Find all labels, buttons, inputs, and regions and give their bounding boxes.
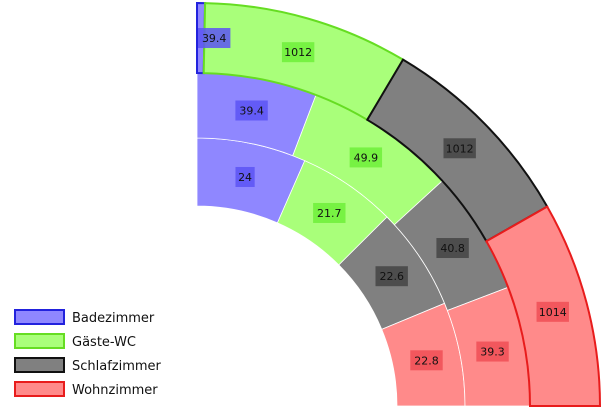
legend: Badezimmer Gäste-WC Schlafzimmer Wohnzimmer — [14, 309, 162, 398]
legend-swatch — [14, 381, 65, 397]
data-label-box — [349, 147, 383, 168]
data-label-box — [235, 100, 268, 121]
data-label-inner-badezimmer: 24 — [235, 166, 255, 187]
legend-swatch — [14, 309, 65, 325]
data-label-box — [436, 238, 469, 259]
chart-data-labels: 24 21.7 22.6 22.8 39.4 49.9 40.8 39.3 39.4 1012 10… — [198, 28, 569, 371]
data-label-box — [375, 266, 408, 287]
data-label-text: 1012 — [446, 142, 474, 155]
data-label-text: 39.4 — [239, 104, 264, 117]
data-label-text: 40.8 — [440, 242, 465, 255]
legend-label: Gäste-WC — [72, 335, 136, 350]
chart-segments — [196, 1, 602, 407]
data-label-text: 1012 — [284, 46, 312, 59]
data-label-inner-wohnzimmer: 22.8 — [410, 350, 443, 371]
legend-item-wohnzimmer[interactable]: Wohnzimmer — [14, 381, 158, 398]
data-label-middle-badezimmer: 39.4 — [235, 100, 268, 121]
data-label-text: 22.6 — [379, 270, 404, 283]
data-label-box — [198, 28, 231, 49]
legend-label: Schlafzimmer — [72, 359, 162, 374]
data-label-middle-schlafzimmer: 40.8 — [436, 238, 469, 259]
legend-swatch — [14, 333, 65, 349]
data-label-middle-wohnzimmer: 39.3 — [476, 341, 509, 362]
legend-label: Wohnzimmer — [72, 383, 158, 398]
data-label-outer-schlafzimmer: 1012 — [443, 138, 476, 159]
data-label-box — [313, 202, 346, 223]
legend-label: Badezimmer — [72, 311, 155, 326]
data-label-text: 21.7 — [317, 207, 342, 220]
data-label-box — [443, 138, 476, 159]
data-label-inner-schlafzimmer: 22.6 — [375, 266, 408, 287]
data-label-inner-gaeste-wc: 21.7 — [313, 202, 346, 223]
legend-item-gaeste-wc[interactable]: Gäste-WC — [14, 333, 136, 350]
data-label-box — [476, 341, 509, 362]
data-label-box — [536, 301, 569, 322]
data-label-text: 39.4 — [202, 32, 227, 45]
data-label-text: 1014 — [539, 306, 567, 319]
data-label-outer-badezimmer: 39.4 — [198, 28, 231, 49]
data-label-box — [235, 166, 255, 187]
data-label-middle-gaeste-wc: 49.9 — [349, 147, 383, 168]
data-label-text: 22.8 — [414, 354, 439, 367]
legend-item-schlafzimmer[interactable]: Schlafzimmer — [14, 357, 162, 374]
legend-item-badezimmer[interactable]: Badezimmer — [14, 309, 155, 326]
data-label-box — [410, 350, 443, 371]
data-label-text: 39.3 — [480, 346, 505, 359]
legend-swatch — [14, 357, 65, 373]
data-label-outer-wohnzimmer: 1014 — [536, 301, 569, 322]
data-label-text: 49.9 — [354, 151, 379, 164]
data-label-outer-gaeste-wc: 1012 — [281, 42, 315, 63]
data-label-text: 24 — [238, 171, 252, 184]
data-label-box — [281, 42, 315, 63]
